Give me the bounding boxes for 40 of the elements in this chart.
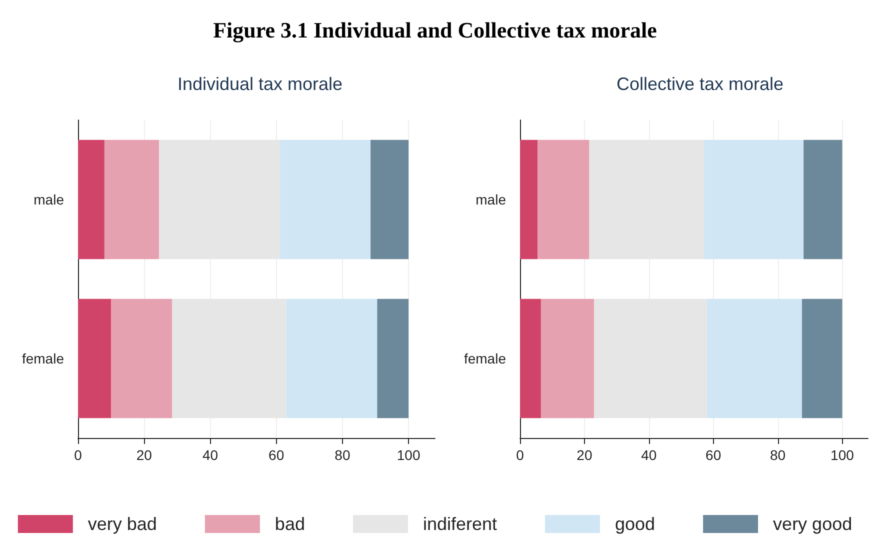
x-tick-label: 80 (334, 447, 350, 463)
bar (520, 298, 541, 418)
x-tick-label: 80 (770, 447, 786, 463)
x-tick-label: 20 (576, 447, 592, 463)
x-tick-label: 40 (641, 447, 657, 463)
bar (804, 140, 842, 260)
bar (78, 140, 104, 260)
bar (280, 140, 371, 260)
bar (704, 140, 804, 260)
bar (802, 298, 842, 418)
legend-label: indiferent (422, 514, 498, 534)
legend-label: good (615, 514, 656, 534)
bar (706, 298, 802, 418)
bar (286, 298, 378, 418)
x-tick-label: 60 (268, 447, 284, 463)
bar (538, 140, 590, 260)
legend-label: very good (773, 514, 852, 534)
bar (104, 140, 159, 260)
x-tick-label: 0 (74, 447, 82, 463)
x-tick-label: 100 (396, 447, 420, 463)
bar (370, 140, 409, 260)
x-tick-label: 100 (830, 447, 854, 463)
legend-label: very bad (88, 514, 157, 534)
y-tick-label: female (464, 350, 506, 366)
y-tick-label: female (22, 350, 64, 366)
chart-title: Collective tax morale (616, 74, 784, 94)
bar (111, 298, 172, 418)
legend-label: bad (274, 514, 305, 534)
bar (520, 140, 538, 260)
y-tick-label: male (34, 192, 64, 208)
chart-subtitle: Individual tax morale (177, 74, 343, 94)
chart-title: Figure 3.1 Individual and Collective tax morale (213, 18, 658, 42)
x-tick-label: 0 (516, 447, 524, 463)
bar (540, 298, 594, 418)
x-tick-label: 60 (706, 447, 722, 463)
y-tick-label: male (476, 192, 506, 208)
x-tick-label: 40 (202, 447, 218, 463)
x-tick-label: 20 (136, 447, 152, 463)
bar (377, 298, 409, 418)
bar (78, 298, 112, 418)
